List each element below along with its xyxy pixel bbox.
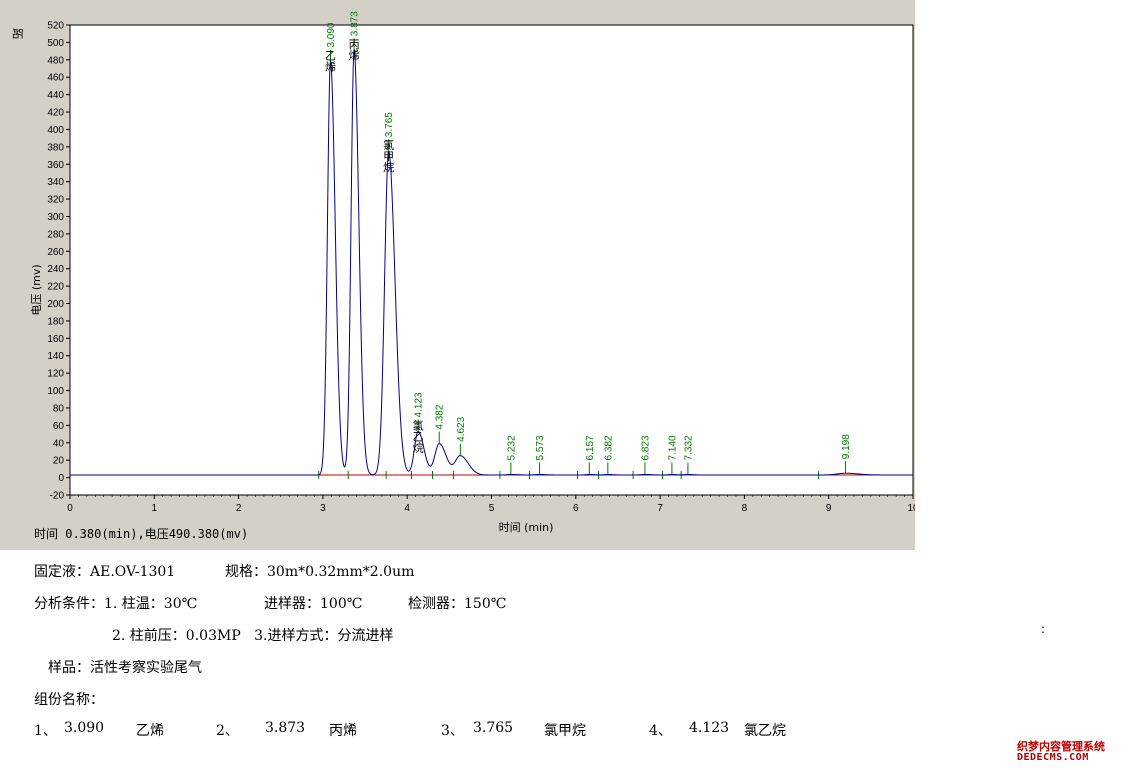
peak-rt-label: 5.573: [535, 435, 546, 460]
y-tick-label: 400: [47, 125, 64, 136]
y-tick-label: 320: [47, 195, 64, 206]
peak-name-char: 丙: [349, 38, 360, 51]
component-4-rt: 4.123: [689, 720, 730, 736]
condition-pressure-injection: 2. 柱前压：0.03MP 3.进样方式：分流进样: [112, 628, 394, 644]
x-tick-label: 8: [742, 503, 748, 514]
component-3-index: 3、: [441, 723, 464, 739]
component-1-rt: 3.090: [64, 720, 105, 736]
x-tick-label: 3: [320, 503, 326, 514]
y-tick-label: 200: [47, 299, 64, 310]
x-tick-label: 5: [489, 503, 495, 514]
component-2-rt: 3.873: [265, 720, 306, 736]
y-tick-label: -20: [50, 491, 65, 502]
y-tick-label: 180: [47, 316, 64, 327]
x-tick-label: 0: [67, 503, 73, 514]
condition-column-temp: 分析条件：1. 柱温：30℃: [34, 596, 198, 612]
y-tick-label: 440: [47, 90, 64, 101]
component-3-rt: 3.765: [473, 720, 514, 736]
y-tick-label: 120: [47, 369, 64, 380]
peak-rt-label: 7.140: [667, 435, 678, 460]
y-tick-label: 480: [47, 55, 64, 66]
y-tick-label: 340: [47, 177, 64, 188]
components-title: 组份名称：: [34, 692, 104, 708]
chromatogram-trace: [70, 49, 913, 476]
component-4-name: 氯乙烷: [744, 723, 786, 739]
peak-name-char: 甲: [383, 150, 394, 163]
y-tick-label: 220: [47, 282, 64, 293]
sample-description: 样品：活性考察实验尾气: [48, 660, 202, 676]
x-tick-label: 1: [152, 503, 158, 514]
component-2-name: 丙烯: [329, 723, 357, 739]
peak-rt-label: 3.090: [326, 22, 337, 47]
peak-rt-label: 4.382: [435, 404, 446, 429]
x-tick-label: 6: [573, 503, 579, 514]
condition-injector-temp: 进样器：100℃: [264, 596, 363, 612]
peak-name-char: 烯: [325, 61, 336, 74]
y-tick-label: 100: [47, 386, 64, 397]
peak-rt-label: 4.623: [456, 416, 467, 441]
y-tick-label: 80: [53, 403, 65, 414]
peak-name-char: 氯: [413, 418, 424, 432]
component-4-index: 4、: [649, 723, 672, 739]
peak-rt-label: 3.765: [384, 112, 395, 137]
peak-rt-label: 7.332: [683, 435, 694, 460]
peak-rt-label: 6.157: [585, 435, 596, 460]
peak-name-char: 乙: [325, 50, 336, 63]
y-tick-label: 420: [47, 108, 64, 119]
column-spec: 规格：30m*0.32mm*2.0um: [225, 564, 415, 580]
y-tick-label: 280: [47, 229, 64, 240]
peak-rt-label: 6.823: [640, 435, 651, 460]
peak-name-char: 氯: [383, 138, 394, 152]
x-tick-label: 7: [657, 503, 663, 514]
y-tick-label: 20: [53, 456, 65, 467]
cursor-readout: 时间 0.380(min),电压490.380(mv): [34, 527, 249, 541]
plot-area: [69, 24, 914, 496]
stationary-phase: 固定液：AE.OV-1301: [34, 564, 176, 580]
x-tick-label: 4: [404, 503, 410, 514]
x-tick-label: 9: [826, 503, 832, 514]
peak-name-char: 烯: [349, 49, 360, 62]
stray-mark: :: [1041, 622, 1046, 636]
corner-label: 跖: [11, 28, 24, 39]
y-tick-label: 360: [47, 160, 64, 171]
component-3-name: 氯甲烷: [544, 723, 586, 739]
y-tick-label: 300: [47, 212, 64, 223]
component-1-name: 乙烯: [136, 723, 164, 739]
peak-rt-label: 6.382: [603, 435, 614, 460]
watermark-en: DEDECMS.COM: [1017, 752, 1089, 763]
peak-rt-label: 3.873: [350, 11, 361, 36]
peak-rt-label: 4.123: [414, 392, 425, 417]
component-2-index: 2、: [216, 723, 239, 739]
y-tick-label: 380: [47, 142, 64, 153]
y-tick-label: 500: [47, 38, 64, 49]
y-tick-label: 460: [47, 73, 64, 84]
peak-rt-label: 9.198: [841, 434, 852, 459]
x-tick-label: 2: [236, 503, 242, 514]
y-tick-label: 160: [47, 334, 64, 345]
watermark-logo: 织梦内容管理系统 DEDECMS.COM: [1017, 738, 1121, 764]
y-tick-label: 0: [58, 473, 64, 484]
y-tick-label: 60: [53, 421, 65, 432]
peak-rt-label: 5.232: [506, 435, 517, 460]
y-tick-label: 140: [47, 351, 64, 362]
peak-name-char: 乙: [413, 430, 424, 443]
y-tick-label: 240: [47, 264, 64, 275]
y-tick-label: 520: [47, 21, 64, 32]
y-tick-label: 40: [53, 438, 65, 449]
x-tick-label: 10: [907, 503, 915, 514]
y-tick-label: 260: [47, 247, 64, 258]
condition-detector-temp: 检测器：150℃: [408, 596, 507, 612]
chromatogram-panel: 3.090 乙烯 3.873 丙烯 3.765 氯甲烷 4.123 氯乙烷 4.382 4.623…: [0, 0, 915, 550]
component-1-index: 1、: [34, 723, 57, 739]
peak-name-char: 烷: [383, 160, 394, 174]
y-axis-label: 电压 (mv): [30, 264, 43, 315]
peak-name-char: 烷: [413, 440, 424, 454]
x-axis-label: 时间 (min): [499, 521, 554, 534]
watermark-cn: 织梦内容管理系统: [1017, 740, 1105, 753]
